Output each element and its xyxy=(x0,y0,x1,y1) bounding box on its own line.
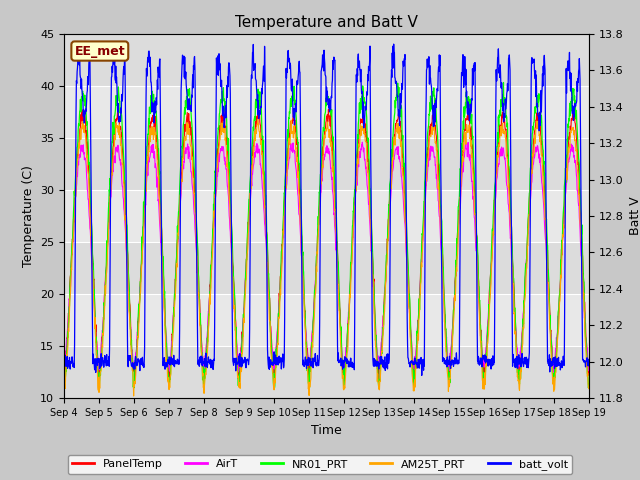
Legend: PanelTemp, AirT, NR01_PRT, AM25T_PRT, batt_volt: PanelTemp, AirT, NR01_PRT, AM25T_PRT, ba… xyxy=(68,455,572,474)
Bar xyxy=(64,86,589,138)
Bar xyxy=(64,190,589,242)
Bar xyxy=(64,138,589,190)
Y-axis label: Batt V: Batt V xyxy=(629,197,640,235)
Bar xyxy=(64,294,589,346)
Y-axis label: Temperature (C): Temperature (C) xyxy=(22,165,35,267)
Bar xyxy=(64,242,589,294)
Title: Temperature and Batt V: Temperature and Batt V xyxy=(235,15,418,30)
Text: EE_met: EE_met xyxy=(74,45,125,58)
X-axis label: Time: Time xyxy=(311,424,342,437)
Bar xyxy=(64,346,589,398)
Bar xyxy=(64,34,589,86)
